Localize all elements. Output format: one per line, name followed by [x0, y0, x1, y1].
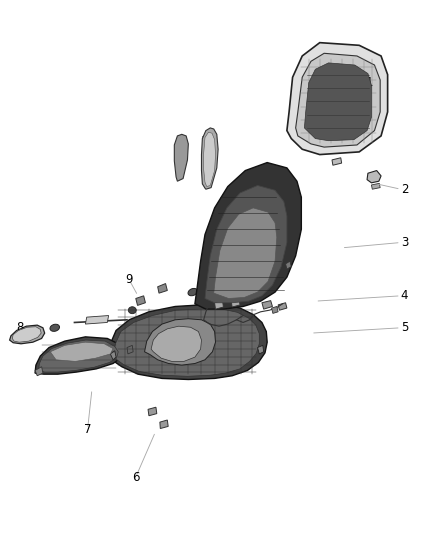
Polygon shape: [148, 407, 157, 416]
Polygon shape: [258, 345, 264, 354]
Polygon shape: [367, 171, 381, 183]
Text: 3: 3: [401, 236, 408, 249]
Polygon shape: [10, 325, 45, 344]
Text: 5: 5: [401, 321, 408, 334]
Polygon shape: [262, 301, 272, 309]
Polygon shape: [151, 326, 201, 361]
Polygon shape: [39, 340, 118, 372]
Text: 8: 8: [17, 321, 24, 334]
Text: 10: 10: [201, 135, 215, 148]
Ellipse shape: [188, 288, 198, 296]
Polygon shape: [50, 342, 113, 361]
Text: 1: 1: [366, 76, 373, 89]
Polygon shape: [231, 298, 240, 307]
Text: 4: 4: [401, 289, 408, 302]
Polygon shape: [205, 185, 287, 303]
Text: 9: 9: [125, 273, 133, 286]
Polygon shape: [215, 301, 223, 309]
Polygon shape: [278, 303, 287, 310]
Polygon shape: [127, 345, 133, 354]
Polygon shape: [145, 319, 215, 365]
Polygon shape: [287, 43, 388, 155]
Polygon shape: [195, 163, 301, 309]
Ellipse shape: [236, 293, 244, 299]
Polygon shape: [332, 158, 342, 165]
Polygon shape: [272, 306, 278, 313]
Polygon shape: [296, 53, 380, 147]
Polygon shape: [304, 63, 371, 141]
Ellipse shape: [50, 324, 60, 332]
Polygon shape: [107, 305, 267, 379]
Text: 7: 7: [84, 423, 92, 435]
Polygon shape: [35, 337, 123, 374]
Text: 6: 6: [132, 471, 140, 483]
Polygon shape: [286, 261, 291, 269]
Polygon shape: [158, 284, 167, 293]
Text: 2: 2: [401, 183, 408, 196]
Polygon shape: [160, 420, 168, 429]
Polygon shape: [371, 183, 380, 189]
Polygon shape: [110, 351, 116, 360]
Polygon shape: [12, 327, 41, 342]
Polygon shape: [85, 316, 109, 324]
Polygon shape: [214, 208, 277, 298]
Polygon shape: [174, 134, 188, 181]
Polygon shape: [35, 367, 43, 376]
Polygon shape: [201, 128, 218, 189]
Polygon shape: [204, 132, 215, 187]
Polygon shape: [113, 309, 259, 376]
Polygon shape: [136, 296, 145, 305]
Ellipse shape: [128, 307, 136, 313]
